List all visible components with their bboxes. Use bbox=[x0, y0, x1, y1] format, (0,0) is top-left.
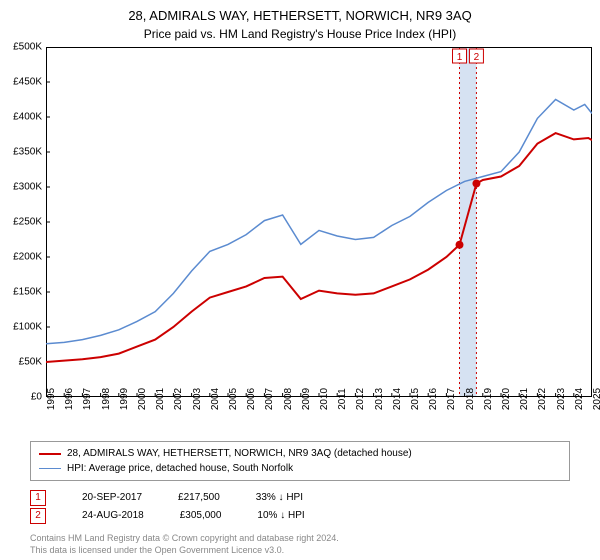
x-tick-label: 2022 bbox=[537, 388, 548, 410]
x-tick-label: 1999 bbox=[119, 388, 130, 410]
legend-label: HPI: Average price, detached house, Sout… bbox=[67, 461, 293, 476]
x-tick-label: 2025 bbox=[592, 388, 600, 410]
x-tick-label: 2024 bbox=[574, 388, 585, 410]
x-tick-label: 2009 bbox=[301, 388, 312, 410]
x-tick-label: 2023 bbox=[556, 388, 567, 410]
x-tick-label: 2002 bbox=[173, 388, 184, 410]
x-tick-label: 2017 bbox=[446, 388, 457, 410]
x-tick-label: 1996 bbox=[64, 388, 75, 410]
transaction-row: 2 24-AUG-2018 £305,000 10% ↓ HPI bbox=[30, 507, 570, 525]
chart-area: £0£50K£100K£150K£200K£250K£300K£350K£400… bbox=[46, 47, 592, 397]
y-tick-label: £450K bbox=[13, 77, 42, 88]
x-tick-label: 2019 bbox=[483, 388, 494, 410]
x-tick-label: 2014 bbox=[392, 388, 403, 410]
x-tick-label: 2006 bbox=[246, 388, 257, 410]
legend-item: HPI: Average price, detached house, Sout… bbox=[39, 461, 561, 476]
y-tick-label: £500K bbox=[13, 42, 42, 53]
x-tick-label: 2021 bbox=[519, 388, 530, 410]
chart-subtitle: Price paid vs. HM Land Registry's House … bbox=[0, 23, 600, 47]
y-tick-label: £100K bbox=[13, 322, 42, 333]
transaction-date: 20-SEP-2017 bbox=[82, 489, 142, 507]
footer-attribution: Contains HM Land Registry data © Crown c… bbox=[30, 533, 570, 556]
y-tick-label: £150K bbox=[13, 287, 42, 298]
x-tick-label: 2020 bbox=[501, 388, 512, 410]
legend-swatch bbox=[39, 468, 61, 469]
x-tick-label: 1998 bbox=[101, 388, 112, 410]
transaction-badge: 1 bbox=[30, 490, 46, 506]
footer-line-1: Contains HM Land Registry data © Crown c… bbox=[30, 533, 570, 545]
legend: 28, ADMIRALS WAY, HETHERSETT, NORWICH, N… bbox=[30, 441, 570, 481]
x-tick-label: 2001 bbox=[155, 388, 166, 410]
x-tick-label: 1995 bbox=[46, 388, 57, 410]
x-tick-label: 2008 bbox=[283, 388, 294, 410]
x-tick-label: 2018 bbox=[465, 388, 476, 410]
x-tick-label: 2000 bbox=[137, 388, 148, 410]
footer-line-2: This data is licensed under the Open Gov… bbox=[30, 545, 570, 557]
legend-item: 28, ADMIRALS WAY, HETHERSETT, NORWICH, N… bbox=[39, 446, 561, 461]
transaction-badge: 2 bbox=[30, 508, 46, 524]
y-tick-label: £50K bbox=[19, 357, 42, 368]
x-tick-label: 2007 bbox=[264, 388, 275, 410]
x-tick-label: 2003 bbox=[192, 388, 203, 410]
chart-svg: 12 bbox=[46, 47, 592, 397]
x-tick-label: 2005 bbox=[228, 388, 239, 410]
y-tick-label: £0 bbox=[31, 392, 42, 403]
transaction-delta: 10% ↓ HPI bbox=[257, 507, 304, 525]
x-tick-label: 2013 bbox=[374, 388, 385, 410]
y-tick-label: £250K bbox=[13, 217, 42, 228]
x-tick-label: 1997 bbox=[82, 388, 93, 410]
transactions-table: 1 20-SEP-2017 £217,500 33% ↓ HPI 2 24-AU… bbox=[30, 489, 570, 525]
x-tick-label: 2011 bbox=[337, 388, 348, 410]
y-tick-label: £300K bbox=[13, 182, 42, 193]
y-tick-label: £350K bbox=[13, 147, 42, 158]
transaction-date: 24-AUG-2018 bbox=[82, 507, 144, 525]
legend-swatch bbox=[39, 453, 61, 455]
y-tick-label: £200K bbox=[13, 252, 42, 263]
x-axis-labels: 1995199619971998199920002001200220032004… bbox=[46, 397, 592, 439]
transaction-row: 1 20-SEP-2017 £217,500 33% ↓ HPI bbox=[30, 489, 570, 507]
legend-label: 28, ADMIRALS WAY, HETHERSETT, NORWICH, N… bbox=[67, 446, 412, 461]
chart-container: 28, ADMIRALS WAY, HETHERSETT, NORWICH, N… bbox=[0, 0, 600, 560]
chart-title: 28, ADMIRALS WAY, HETHERSETT, NORWICH, N… bbox=[0, 0, 600, 23]
x-tick-label: 2016 bbox=[428, 388, 439, 410]
transaction-price: £305,000 bbox=[180, 507, 222, 525]
x-tick-label: 2012 bbox=[355, 388, 366, 410]
x-tick-label: 2004 bbox=[210, 388, 221, 410]
svg-text:1: 1 bbox=[457, 52, 463, 63]
transaction-delta: 33% ↓ HPI bbox=[256, 489, 303, 507]
svg-text:2: 2 bbox=[474, 52, 480, 63]
y-tick-label: £400K bbox=[13, 112, 42, 123]
x-tick-label: 2015 bbox=[410, 388, 421, 410]
transaction-price: £217,500 bbox=[178, 489, 220, 507]
x-tick-label: 2010 bbox=[319, 388, 330, 410]
